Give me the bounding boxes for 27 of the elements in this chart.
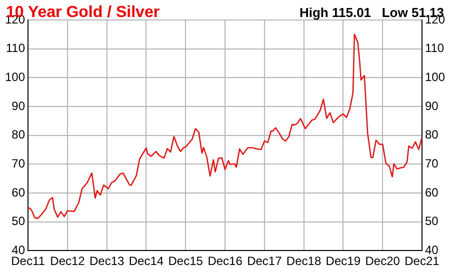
y2-tick-label: 100 bbox=[424, 70, 446, 84]
y-tick-label: 90 bbox=[12, 98, 26, 113]
y2-tick-label: 110 bbox=[424, 41, 444, 56]
y-tick-label: 100 bbox=[4, 70, 26, 84]
x-tick-label: Dec15 bbox=[168, 254, 204, 268]
x-tick-label: Dec21 bbox=[404, 254, 440, 268]
y2-tick-label: 50 bbox=[424, 214, 439, 228]
y2-tick-label: 80 bbox=[424, 128, 439, 142]
y-tick-label: 60 bbox=[12, 185, 26, 200]
y-tick-label: 110 bbox=[6, 41, 26, 56]
x-tick-label: Dec13 bbox=[90, 254, 125, 268]
x-tick-label: Dec12 bbox=[50, 254, 86, 268]
y-tick-label: 80 bbox=[12, 128, 26, 142]
y2-tick-label: 90 bbox=[424, 98, 439, 113]
y-tick-label: 50 bbox=[12, 214, 26, 228]
x-tick-label: Dec14 bbox=[128, 254, 164, 268]
x-tick-label: Dec18 bbox=[286, 254, 322, 268]
y2-tick-label: 60 bbox=[424, 185, 439, 200]
y2-tick-label: 70 bbox=[424, 156, 439, 170]
y-tick-label: 40 bbox=[12, 242, 26, 257]
x-tick-label: Dec11 bbox=[11, 254, 46, 268]
y2-tick-label: 40 bbox=[424, 242, 439, 257]
y-tick-label: 70 bbox=[12, 156, 26, 170]
x-tick-label: Dec20 bbox=[365, 254, 400, 268]
x-tick-label: Dec16 bbox=[208, 254, 243, 268]
x-tick-label: Dec17 bbox=[247, 254, 282, 268]
x-tick-label: Dec19 bbox=[326, 254, 361, 268]
